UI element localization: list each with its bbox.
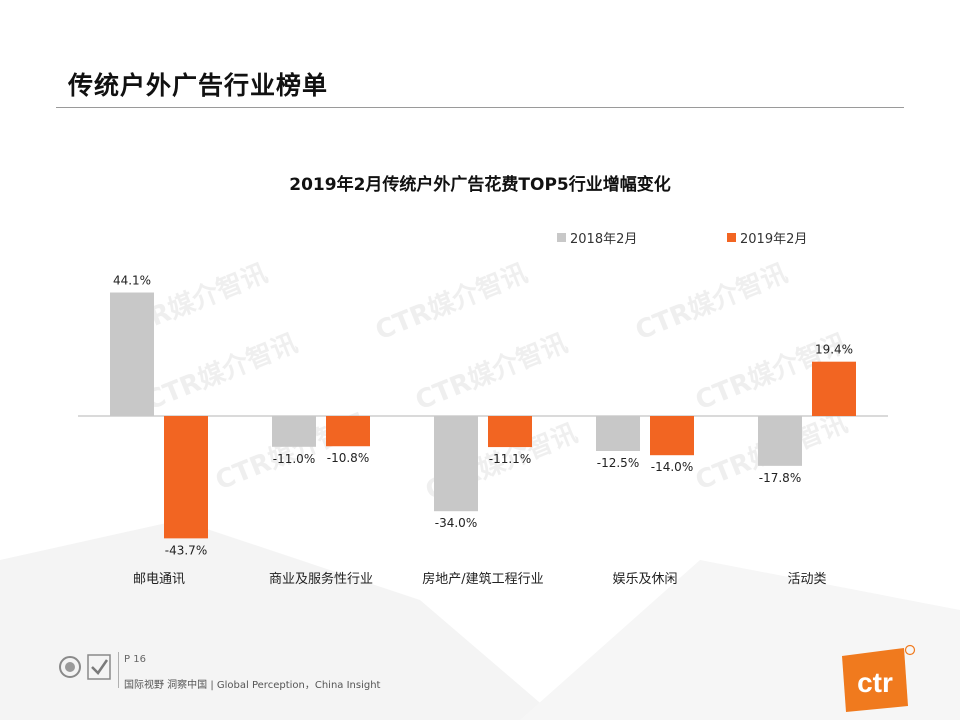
value-label-2-3: -11.1% (489, 452, 531, 466)
footer-slogan: 国际视野 洞察中国 | Global Perception，China Insi… (124, 680, 381, 691)
chart-title: 2019年2月传统户外广告花费TOP5行业增幅变化 (289, 175, 671, 195)
value-label-2-2: -10.8% (327, 451, 369, 465)
value-label-1-2: -11.0% (273, 452, 315, 466)
bar-2-5 (812, 361, 856, 416)
category-label-3: 房地产/建筑工程行业 (422, 571, 543, 587)
title-divider (56, 107, 904, 108)
bar-2-1 (164, 416, 208, 539)
watermark-text: CTR媒介智讯 (371, 258, 531, 346)
category-label-5: 活动类 (787, 572, 826, 587)
value-label-2-4: -14.0% (651, 460, 693, 474)
value-label-2-1: -43.7% (165, 543, 207, 557)
bar-2-3 (488, 416, 532, 448)
page-number: P 16 (124, 654, 146, 665)
page-title: 传统户外广告行业榜单 (68, 71, 329, 100)
value-label-1-4: -12.5% (597, 456, 639, 470)
bars-group (110, 292, 856, 539)
ctr-logo-text: ctr (857, 667, 893, 698)
bar-1-5 (758, 416, 802, 466)
value-label-1-3: -34.0% (435, 516, 477, 530)
bar-1-3 (434, 416, 478, 512)
bar-1-4 (596, 416, 640, 451)
category-label-4: 娱乐及休闲 (612, 572, 677, 587)
certification-logos (59, 654, 111, 680)
value-label-1-1: 44.1% (113, 274, 151, 288)
category-label-1: 邮电通讯 (133, 572, 185, 587)
watermark-text: CTR媒介智讯 (141, 328, 301, 416)
bar-1-1 (110, 292, 154, 416)
legend-label-2: 2019年2月 (740, 232, 807, 247)
category-labels-group: 邮电通讯 商业及服务性行业 房地产/建筑工程行业 娱乐及休闲 活动类 (133, 571, 827, 587)
bar-2-2 (326, 416, 370, 447)
bar-2-4 (650, 416, 694, 456)
chart-legend: 2018年2月 2019年2月 (557, 232, 807, 247)
legend-label-1: 2018年2月 (570, 232, 637, 247)
category-label-2: 商业及服务性行业 (269, 571, 373, 587)
value-label-2-5: 19.4% (815, 343, 853, 357)
bar-1-2 (272, 416, 316, 447)
ctr-brand-logo: ctr (842, 644, 916, 712)
footer-separator (118, 652, 119, 688)
watermark-text: CTR媒介智讯 (631, 258, 791, 346)
value-labels-group: 44.1% -43.7% -11.0% -10.8% -34.0% -11.1% -12.5… (113, 274, 853, 558)
value-label-1-5: -17.8% (759, 471, 801, 485)
legend-swatch-1 (557, 233, 566, 242)
legend-swatch-2 (727, 233, 736, 242)
watermark-text: CTR媒介智讯 (411, 328, 571, 416)
